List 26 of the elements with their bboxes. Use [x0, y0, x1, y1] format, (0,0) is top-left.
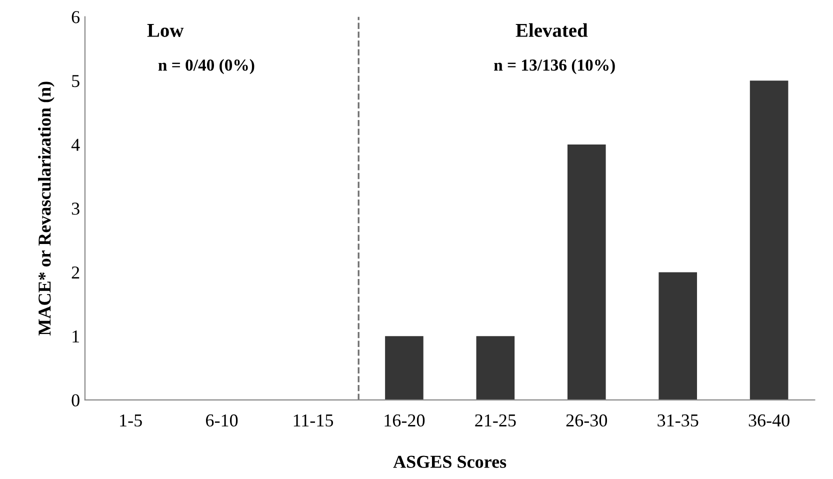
bar	[658, 272, 698, 400]
y-tick-label: 0	[72, 394, 80, 406]
bar	[567, 144, 606, 400]
x-tick-label: 31-35	[658, 414, 698, 427]
y-axis-title: MACE* or Revascularization (n)	[38, 82, 54, 336]
y-tick-label: 6	[72, 11, 80, 24]
y-tick-label: 1	[72, 330, 80, 342]
x-tick-label: 6-10	[206, 414, 238, 427]
bar	[385, 336, 424, 400]
y-tick-label: 5	[72, 75, 80, 88]
bar	[750, 80, 788, 400]
y-tick-label: 4	[71, 138, 80, 151]
x-axis-title: ASGES Scores	[393, 456, 506, 468]
bar	[476, 336, 515, 400]
x-tick-label: 1-5	[120, 414, 142, 427]
x-tick-label: 36-40	[748, 414, 790, 427]
x-tick-label: 21-25	[475, 414, 516, 427]
x-tick-label: 11-15	[294, 414, 334, 427]
annotation: Low	[147, 24, 184, 37]
annotation: n = 13/136 (10%)	[494, 59, 615, 74]
y-tick-label: 2	[72, 266, 80, 278]
annotation: Elevated	[516, 23, 588, 37]
annotation: n = 0/40 (0%)	[158, 59, 254, 74]
y-tick-label: 3	[72, 202, 80, 215]
x-tick-label: 26-30	[566, 414, 608, 427]
x-tick-label: 16-20	[384, 414, 425, 427]
